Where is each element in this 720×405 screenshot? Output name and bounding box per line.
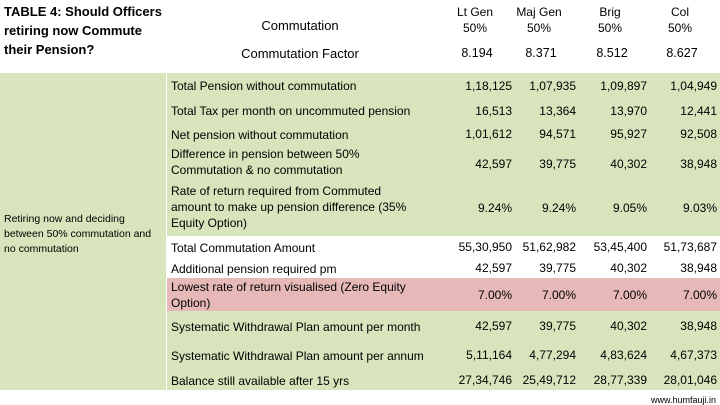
table-row: Total Tax per month on uncommuted pensio… [167,99,720,124]
factor-brig: 8.512 [596,46,628,60]
table-row: Net pension without commutation 1,01,612… [167,124,720,145]
table-row: Rate of return required from Commuted am… [167,180,720,236]
table-row: Total Commutation Amount 55,30,950 51,62… [167,236,720,258]
factor-maj-gen: 8.371 [525,46,557,60]
side-note: Retiring now and deciding between 50% co… [4,213,152,255]
col-header-brig: Brig 50% [597,5,623,35]
table-row: Balance still available after 15 yrs 27,… [167,370,720,390]
table-title: TABLE 4: Should Officers retiring now Co… [4,4,162,57]
col-header-maj-gen: Maj Gen 50% [516,5,562,35]
table-row: Total Pension without commutation 1,18,1… [167,73,720,99]
table-row: Additional pension required pm 42,597 39… [167,258,720,278]
table-row: Difference in pension between 50% Commut… [167,145,720,180]
side-band [0,73,166,390]
col-header-col: Col 50% [667,5,693,35]
table-row: Systematic Withdrawal Plan amount per mo… [167,311,720,342]
footer-website: www.humfauji.in [650,395,716,405]
factor-lt-gen: 8.194 [461,46,493,60]
table-row-highlight: Lowest rate of return visualised (Zero E… [167,278,720,311]
col-header-lt-gen: Lt Gen 50% [456,5,494,35]
table-row: Systematic Withdrawal Plan amount per an… [167,342,720,370]
factor-col: 8.627 [666,46,698,60]
commutation-label: Commutation [261,18,339,33]
commutation-factor-label: Commutation Factor [241,46,359,61]
